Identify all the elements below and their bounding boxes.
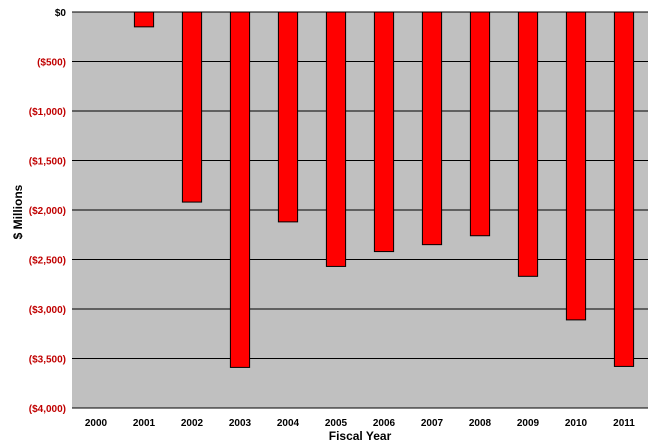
bar-2009 [517, 11, 539, 277]
y-tick-label: ($1,500) [29, 157, 66, 168]
y-tick-label: ($3,000) [29, 305, 66, 316]
x-tick-labels: 2000 2001 2002 2003 2004 2005 2006 2007 2008 2009… [85, 418, 635, 429]
bar-2008 [469, 11, 491, 237]
bars-group [133, 11, 635, 368]
bar-2006 [373, 11, 395, 253]
bar-2005 [325, 11, 347, 267]
x-tick-label: 2009 [517, 418, 540, 429]
x-tick-label: 2008 [469, 418, 492, 429]
x-tick-label: 2005 [325, 418, 348, 429]
x-tick-label: 2006 [373, 418, 396, 429]
bar-2010 [565, 11, 587, 321]
y-tick-label: ($2,500) [29, 256, 66, 267]
x-tick-label: 2004 [277, 418, 300, 429]
x-tick-label: 2001 [133, 418, 156, 429]
y-tick-label: ($2,000) [29, 206, 66, 217]
x-tick-label: 2000 [85, 418, 108, 429]
y-tick-label: ($1,000) [29, 107, 66, 118]
y-tick-label: $0 [55, 8, 67, 19]
bar-2002 [181, 11, 203, 203]
x-tick-label: 2007 [421, 418, 444, 429]
bar-2001 [133, 11, 155, 28]
x-axis-title: Fiscal Year [329, 429, 392, 443]
y-tick-labels: $0 ($500) ($1,000) ($1,500) ($2,000) ($2,500)… [29, 8, 67, 415]
bar-2007 [421, 11, 443, 246]
x-tick-label: 2010 [565, 418, 588, 429]
y-tick-label: ($500) [37, 58, 66, 69]
x-tick-label: 2011 [613, 418, 635, 429]
y-axis-title: $ Millions [11, 184, 25, 239]
bar-2003 [229, 11, 251, 368]
y-tick-label: ($4,000) [29, 404, 66, 415]
gridlines [72, 11, 648, 409]
x-tick-label: 2003 [229, 418, 252, 429]
y-tick-label: ($3,500) [29, 355, 66, 366]
bar-2011 [613, 11, 635, 367]
x-tick-label: 2002 [181, 418, 204, 429]
bar-2004 [277, 11, 299, 223]
